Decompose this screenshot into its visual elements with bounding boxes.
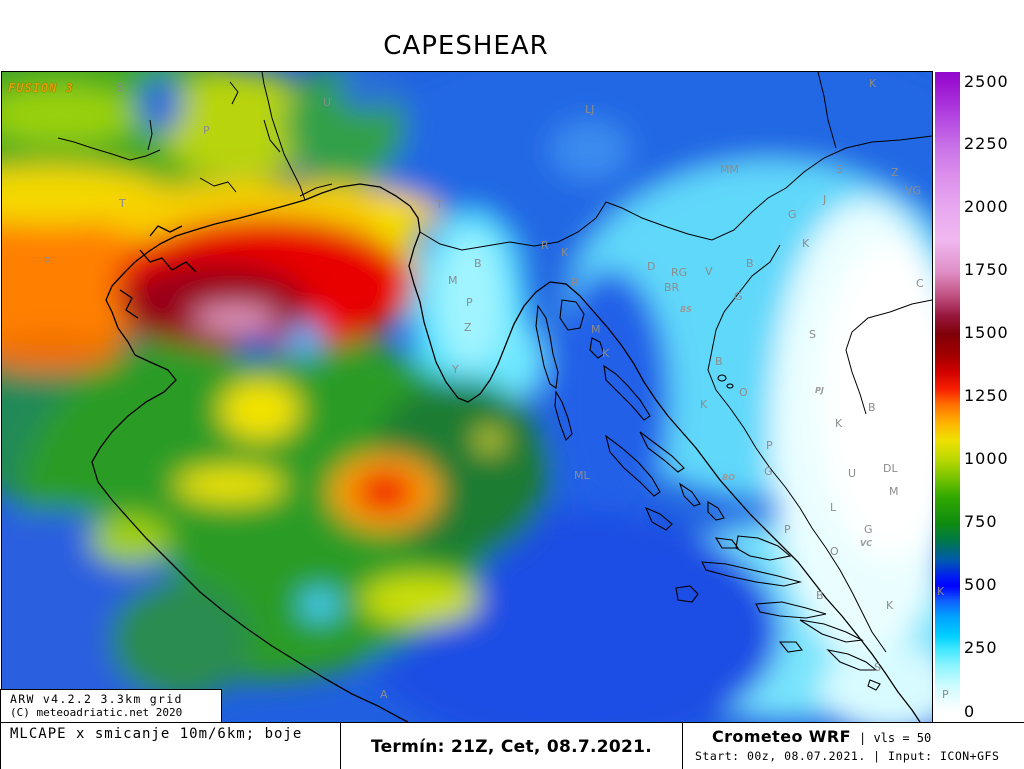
colorbar-tick-label: 2500 (964, 72, 1009, 91)
island (678, 482, 701, 507)
colorbar-tick-label: 1750 (964, 260, 1009, 279)
country-border (707, 244, 887, 653)
coastlines (57, 81, 921, 722)
island (826, 649, 878, 671)
lake (717, 374, 727, 382)
model-version-label: ARW v4.2.2 3.3km grid (10, 692, 183, 706)
lagoon-outline (119, 225, 197, 319)
model-cell: Crometeo WRF | vls = 50 Start: 00z, 08.0… (683, 723, 1024, 769)
coastline (91, 354, 409, 722)
island (701, 561, 803, 587)
island (639, 431, 685, 473)
island (559, 299, 585, 331)
coastline (105, 183, 921, 722)
island (755, 601, 827, 619)
country-border (817, 72, 837, 149)
model-name: Crometeo WRF (712, 727, 851, 746)
colorbar-tick-label: 2000 (964, 197, 1009, 216)
footer: MLCAPE x smicanje 10m/6km; boje Termín: … (0, 722, 1024, 769)
country-border (845, 299, 932, 415)
colorbar-tick-label: 750 (964, 512, 998, 531)
island (535, 304, 559, 389)
levels-info: | vls = 50 (859, 731, 932, 745)
fusion-badge: FUSION 3 (8, 81, 74, 95)
copyright-label: (C) meteoadriatic.net 2020 (10, 706, 183, 719)
islands (535, 299, 881, 691)
colorbar-tick-label: 2250 (964, 134, 1009, 153)
map-canvas (2, 72, 932, 722)
run-info: Start: 00z, 08.07.2021. | Input: ICON+GF… (695, 749, 1000, 763)
island (605, 434, 661, 497)
island (778, 641, 803, 653)
valid-time: Termín: 21Z, Cet, 08.7.2021. (370, 737, 653, 757)
island (603, 364, 651, 421)
island (589, 337, 605, 359)
model-info-box: ARW v4.2.2 3.3km grid (C) meteoadriatic.… (0, 689, 222, 723)
colorbar-tick-label: 0 (964, 702, 976, 721)
island (735, 535, 792, 561)
island (799, 619, 864, 643)
valid-time-cell: Termín: 21Z, Cet, 08.7.2021. (341, 723, 683, 769)
colorbar-tick-label: 1250 (964, 386, 1009, 405)
country-borders (261, 72, 932, 653)
colorbar-tick-label: 250 (964, 638, 998, 657)
cape-shear-field (2, 72, 932, 722)
island (707, 501, 725, 521)
island (867, 679, 881, 691)
island (675, 585, 699, 603)
colorbar-tick-label: 1000 (964, 449, 1009, 468)
river (57, 81, 333, 197)
weather-map (1, 71, 933, 723)
island (644, 506, 673, 531)
island (714, 537, 740, 549)
lake (726, 383, 734, 389)
colorbar-tick-label: 1500 (964, 323, 1009, 342)
variable-description: MLCAPE x smicanje 10m/6km; boje (10, 726, 303, 742)
page-title: CAPESHEAR (383, 31, 549, 61)
country-border (261, 72, 306, 201)
variable-cell: MLCAPE x smicanje 10m/6km; boje (0, 723, 341, 769)
colorbar (935, 72, 960, 720)
country-border (419, 135, 932, 251)
colorbar-tick-label: 500 (964, 575, 998, 594)
island (554, 390, 573, 441)
